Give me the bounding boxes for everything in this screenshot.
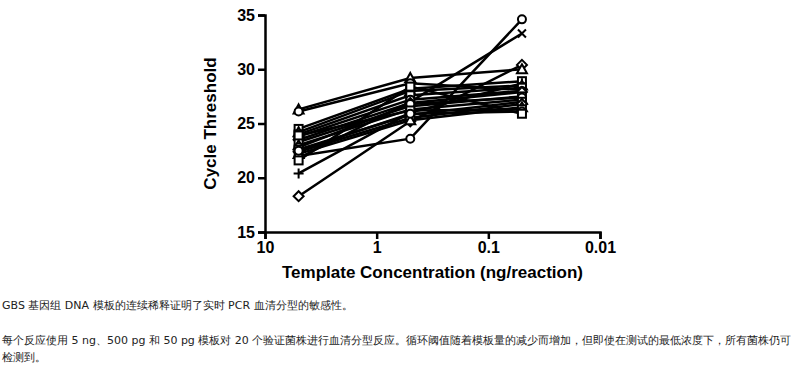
axis-line	[266, 233, 601, 240]
tick: 25	[237, 115, 265, 132]
tick-mark	[258, 231, 265, 234]
marker	[294, 168, 304, 178]
x-axis: 10 1 0.1 0.01	[257, 232, 617, 256]
chart: 10 1 0.1 0.01 15 20 25 30 35 Template Concentrati…	[0, 0, 800, 380]
tick: 15	[237, 224, 265, 241]
marker	[518, 15, 526, 23]
tick-label: 15	[237, 224, 255, 241]
marker	[518, 110, 526, 118]
tick: 10	[257, 232, 275, 256]
tick-label: 1	[373, 239, 382, 256]
tick-label: 35	[237, 7, 255, 24]
tick-mark	[258, 177, 265, 180]
marker	[518, 29, 526, 37]
tick: 20	[237, 169, 265, 186]
caption: GBS 基因组 DNA 模板的连续稀释证明了实时 PCR 血清分型的敏感性。	[2, 297, 794, 314]
tick-mark	[599, 232, 602, 239]
series-line	[299, 87, 522, 161]
tick-mark	[258, 123, 265, 126]
series-line	[299, 65, 522, 196]
tick-mark	[258, 14, 265, 17]
tick-mark	[376, 232, 379, 239]
tick-mark	[488, 232, 491, 239]
tick-label: 25	[237, 115, 255, 132]
tick-label: 10	[257, 239, 275, 256]
marker	[517, 64, 527, 73]
tick: 0.01	[585, 232, 616, 256]
y-axis: 15 20 25 30 35	[237, 7, 265, 241]
tick: 0.1	[478, 232, 500, 256]
tick: 30	[237, 61, 265, 78]
marker	[294, 191, 304, 201]
tick-mark	[258, 69, 265, 72]
y-axis-title: Cycle Threshold	[201, 57, 220, 189]
marker	[295, 156, 303, 164]
marker	[295, 147, 303, 155]
series-line	[299, 19, 522, 156]
marker	[406, 135, 414, 143]
marker	[406, 110, 414, 118]
plot-area	[294, 15, 527, 201]
axis-line	[258, 16, 266, 233]
series-line	[299, 107, 522, 154]
x-axis-title: Template Concentration (ng/reaction)	[282, 263, 583, 282]
marker	[295, 131, 303, 139]
tick-label: 20	[237, 169, 255, 186]
tick: 35	[237, 7, 265, 24]
marker	[406, 83, 414, 91]
marker	[295, 108, 303, 116]
series-line	[299, 83, 522, 173]
tick-label: 0.01	[585, 239, 616, 256]
caption: 每个反应使用 5 ng、500 pg 和 50 pg 模板对 20 个验证菌株进…	[2, 332, 794, 366]
tick-label: 0.1	[478, 239, 500, 256]
tick: 1	[373, 232, 382, 256]
tick-label: 30	[237, 61, 255, 78]
